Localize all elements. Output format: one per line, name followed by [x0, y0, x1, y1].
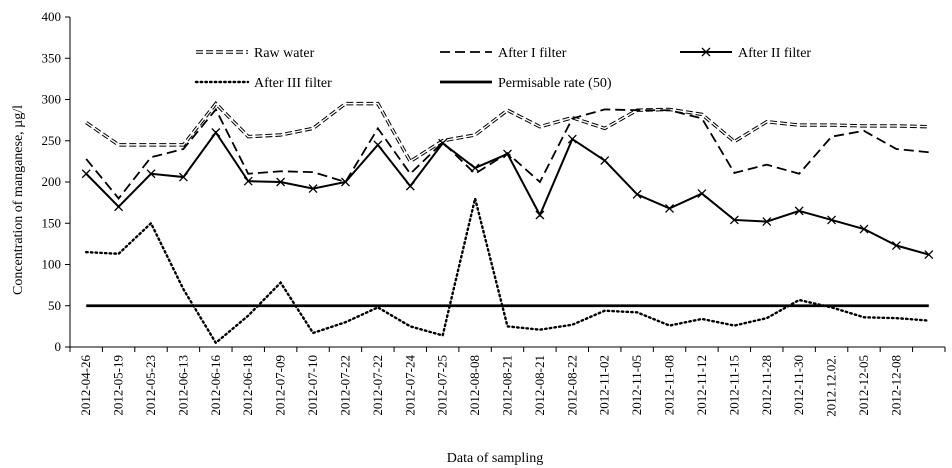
- legend-label: Raw water: [254, 46, 315, 61]
- legend: Raw water After I filter After II filter Af…: [194, 46, 811, 91]
- y-tick-label: 400: [42, 9, 62, 24]
- legend-item-3: After III filter: [194, 76, 332, 91]
- axes: [69, 17, 945, 348]
- x-tick-label: 2012-07-10: [305, 355, 320, 416]
- x-tick-label: 2012-08-22: [564, 355, 579, 416]
- x-tick-label: 2012-11-12: [694, 355, 709, 415]
- point-after-ii-filter-22: [794, 206, 804, 216]
- legend-item-2: After II filter: [680, 46, 811, 61]
- series-group: [81, 101, 934, 345]
- point-after-ii-filter-1: [114, 202, 124, 212]
- point-after-ii-filter-25: [891, 241, 901, 250]
- x-tick-label: 2012-06-16: [208, 355, 223, 416]
- y-tick-label: 0: [55, 339, 62, 354]
- point-after-ii-filter-18: [665, 203, 674, 213]
- legend-label: Permisable rate (50): [498, 76, 612, 91]
- point-after-ii-filter-17: [632, 189, 642, 199]
- point-after-ii-filter-16: [600, 156, 610, 166]
- x-tick-label: 2012.12.02.: [824, 355, 839, 417]
- legend-label: After III filter: [254, 76, 332, 91]
- legend-marker: [701, 47, 711, 57]
- legend-item-4: Permisable rate (50): [440, 76, 612, 91]
- x-tick-label: 2012-07-25: [435, 355, 450, 416]
- point-after-ii-filter-19: [697, 189, 707, 199]
- y-tick-label: 150: [42, 215, 62, 230]
- point-after-ii-filter-21: [762, 217, 772, 227]
- point-after-ii-filter-15: [567, 134, 577, 144]
- x-tick-label: 2012-12-05: [856, 355, 871, 416]
- x-tick-label: 2012-06-13: [175, 355, 190, 416]
- line-after-ii-filter: [85, 130, 930, 256]
- point-after-ii-filter-2: [146, 169, 156, 179]
- point-after-ii-filter-11: [438, 138, 448, 148]
- series-2: [81, 128, 934, 260]
- x-tick-label: 2012-08-21: [500, 355, 515, 416]
- x-tick-label: 2012-07-09: [273, 355, 288, 416]
- point-after-ii-filter-7: [308, 184, 318, 194]
- point-after-ii-filter-6: [276, 177, 286, 187]
- point-after-ii-filter-12: [470, 163, 480, 173]
- point-after-ii-filter-13: [503, 149, 512, 159]
- y-tick-label: 350: [42, 50, 62, 65]
- point-after-ii-filter-4: [211, 128, 221, 137]
- x-tick-label: 2012-11-05: [629, 355, 644, 415]
- legend-label: After II filter: [738, 46, 811, 61]
- x-tick-label: 2012-04-26: [78, 355, 93, 416]
- y-tick-label: 250: [42, 133, 62, 148]
- series-3: [85, 198, 930, 345]
- x-tick-label: 2012-12-08: [888, 355, 903, 416]
- y-tick-label: 50: [48, 298, 61, 313]
- x-tick-label: 2012-05-19: [111, 355, 126, 416]
- x-tick-label: 2012-11-02: [597, 355, 612, 415]
- legend-label: After I filter: [498, 46, 567, 61]
- point-after-ii-filter-9: [373, 140, 383, 150]
- x-tick-label: 2012-08-21: [532, 355, 547, 416]
- point-after-ii-filter-20: [729, 215, 739, 225]
- x-tick-label: 2012-08-08: [467, 355, 482, 416]
- y-tick-label: 300: [42, 92, 62, 107]
- x-tick-label: 2012-07-22: [337, 355, 352, 416]
- y-axis-title: Concentration of manganese, µg/l: [11, 105, 26, 295]
- y-ticks: 0 50 100 150 200 250 300 350 400: [42, 9, 70, 354]
- series-0: [85, 101, 929, 164]
- point-after-ii-filter-14: [535, 210, 545, 220]
- x-tick-label: 2012-05-23: [143, 355, 158, 416]
- x-axis-title: Data of sampling: [447, 451, 543, 466]
- x-tick-label: 2012-11-15: [726, 355, 741, 415]
- legend-item-1: After I filter: [440, 46, 567, 61]
- line-raw-water-inner: [85, 102, 929, 163]
- y-tick-label: 200: [42, 174, 62, 189]
- point-after-ii-filter-10: [405, 181, 415, 191]
- x-tick-label: 2012-11-30: [791, 355, 806, 415]
- point-after-ii-filter-26: [924, 250, 934, 260]
- x-ticks: 2012-04-26 2012-05-19 2012-05-23 2012-06-13…: [69, 347, 946, 417]
- line-after-iii-filter: [85, 198, 930, 345]
- x-tick-label: 2012-11-28: [759, 355, 774, 415]
- point-after-ii-filter-8: [341, 177, 350, 187]
- y-tick-label: 100: [42, 257, 62, 272]
- x-tick-label: 2012-07-22: [370, 355, 385, 416]
- point-after-ii-filter-24: [859, 224, 869, 234]
- point-after-ii-filter-23: [827, 215, 837, 225]
- x-tick-label: 2012-06-18: [240, 355, 255, 416]
- legend-item-0: Raw water: [196, 46, 315, 61]
- x-tick-label: 2012-07-24: [402, 355, 417, 416]
- point-after-ii-filter-0: [81, 169, 91, 179]
- point-after-ii-filter-5: [243, 176, 253, 186]
- x-tick-label: 2012-11-08: [662, 355, 677, 415]
- point-after-ii-filter-3: [178, 172, 188, 182]
